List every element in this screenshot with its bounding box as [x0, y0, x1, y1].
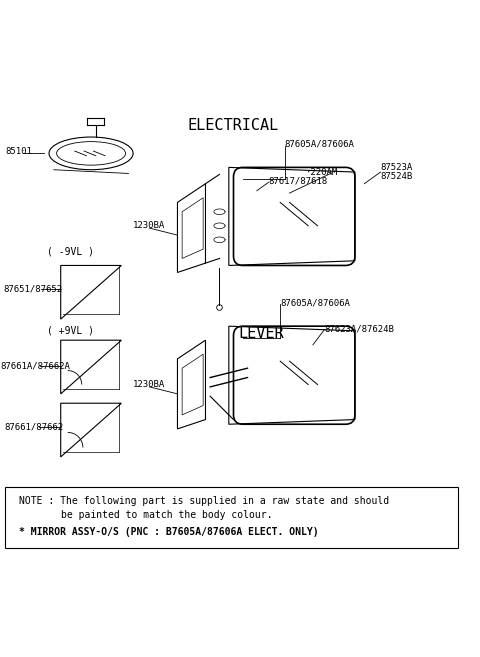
Text: 87605A/87606A: 87605A/87606A — [280, 298, 350, 307]
Text: NOTE : The following part is supplied in a raw state and should: NOTE : The following part is supplied in… — [19, 496, 389, 507]
Text: ·220AM: ·220AM — [306, 168, 338, 177]
Text: 87661/87662: 87661/87662 — [5, 422, 64, 431]
Text: 87661A/87662A: 87661A/87662A — [0, 361, 70, 371]
Text: 85101: 85101 — [6, 147, 33, 156]
Text: be painted to match the body colour.: be painted to match the body colour. — [60, 510, 272, 520]
Text: 87617/87618: 87617/87618 — [268, 177, 328, 186]
Text: 87523A: 87523A — [381, 163, 413, 172]
Text: 87524B: 87524B — [381, 172, 413, 181]
Text: LEVER: LEVER — [239, 326, 284, 341]
Text: 1230BA: 1230BA — [133, 221, 165, 230]
Text: 87651/87652: 87651/87652 — [4, 284, 63, 293]
Text: * MIRROR ASSY-O/S (PNC : B7605A/87606A ELECT. ONLY): * MIRROR ASSY-O/S (PNC : B7605A/87606A E… — [19, 527, 318, 537]
Text: 1230BA: 1230BA — [133, 380, 165, 389]
Text: 87605A/87606A: 87605A/87606A — [285, 139, 355, 148]
Text: 87623A/87624B: 87623A/87624B — [324, 324, 395, 333]
Text: ( -9VL ): ( -9VL ) — [47, 246, 94, 256]
Text: ( +9VL ): ( +9VL ) — [47, 326, 94, 336]
Text: ELECTRICAL: ELECTRICAL — [188, 118, 279, 133]
